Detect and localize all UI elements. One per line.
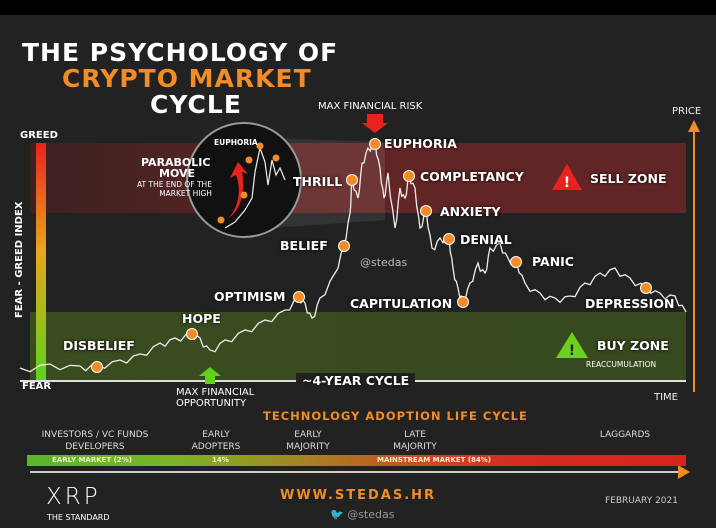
stage-label-anxiety: ANXIETY bbox=[440, 204, 501, 219]
stage-marker-thrill bbox=[346, 174, 358, 186]
adoption-arrow bbox=[678, 465, 690, 479]
mainstream-label: MAINSTREAM MARKET (84%) bbox=[377, 456, 491, 464]
stage-label-denial: DENIAL bbox=[460, 232, 512, 247]
stage-label-disbelief: DISBELIEF bbox=[63, 338, 135, 353]
stage-label-panic: PANIC bbox=[532, 254, 574, 269]
stage-label-euphoria: EUPHORIA bbox=[384, 136, 457, 151]
fear-greed-bar bbox=[36, 143, 46, 380]
stage-label-completancy: COMPLETANCY bbox=[420, 169, 524, 184]
stage-marker-capitulation bbox=[457, 296, 469, 308]
inset-circle bbox=[186, 122, 302, 238]
title-line-3: CYCLE bbox=[150, 90, 242, 119]
max-risk-arrow bbox=[362, 114, 388, 133]
buy-zone-label: BUY ZONE bbox=[597, 338, 669, 353]
buy-zone-sub: REACCUMULATION bbox=[586, 360, 657, 369]
stage-marker-disbelief bbox=[91, 361, 103, 373]
inset-euphoria-label: EUPHORIA bbox=[214, 138, 258, 147]
price-axis-label: PRICE bbox=[672, 106, 702, 117]
inset-marker bbox=[272, 154, 280, 162]
stage-marker-euphoria bbox=[369, 138, 381, 150]
stage-label-optimism: OPTIMISM bbox=[214, 289, 286, 304]
date-label: FEBRUARY 2021 bbox=[605, 496, 678, 506]
parabolic-label: PARABOLIC MOVE bbox=[141, 157, 210, 179]
inset-marker bbox=[245, 156, 253, 164]
stage-label-hope: HOPE bbox=[182, 311, 221, 326]
stage-label-thrill: THRILL bbox=[293, 174, 343, 189]
parabolic-line-2: MOVE bbox=[159, 167, 196, 180]
twitter-handle[interactable]: 🐦 @stedas bbox=[330, 508, 394, 521]
parabolic-line-4: MARKET HIGH bbox=[159, 189, 212, 198]
stage-marker-panic bbox=[510, 256, 522, 268]
website-link[interactable]: WWW.STEDAS.HR bbox=[280, 488, 437, 503]
max-opp-line-1: MAX FINANCIAL bbox=[176, 387, 255, 398]
stage-label-belief: BELIEF bbox=[280, 238, 328, 253]
adoption-group: LATE MAJORITY bbox=[393, 430, 437, 452]
early-market-label: EARLY MARKET (2%) bbox=[52, 456, 132, 464]
stage-label-depression: DEPRESSION bbox=[585, 296, 675, 311]
stage-marker-anxiety bbox=[420, 205, 432, 217]
watermark: @stedas bbox=[360, 256, 408, 269]
xrp-logo: XRP bbox=[46, 484, 101, 510]
greed-label: GREED bbox=[20, 130, 58, 141]
adoption-bar: EARLY MARKET (2%) 14% MAINSTREAM MARKET … bbox=[27, 455, 686, 466]
title-line-2: CRYPTO MARKET bbox=[62, 64, 312, 93]
buy-warning-icon bbox=[556, 332, 588, 358]
adoption-group: INVESTORS / VC FUNDS DEVELOPERS bbox=[41, 430, 149, 452]
stage-marker-hope bbox=[186, 328, 198, 340]
cycle-label: ~4-YEAR CYCLE bbox=[296, 373, 416, 388]
parabolic-line-1: PARABOLIC bbox=[141, 156, 211, 169]
max-opportunity-label: MAX FINANCIAL OPPORTUNITY bbox=[176, 387, 255, 409]
sell-warning-icon bbox=[552, 164, 582, 190]
twitter-text: @stedas bbox=[347, 508, 395, 521]
sell-zone-band bbox=[30, 143, 686, 213]
stage-marker-denial bbox=[443, 233, 455, 245]
svg-text:!: ! bbox=[564, 175, 570, 191]
parabolic-arrow-icon bbox=[228, 162, 248, 218]
stage-marker-optimism bbox=[293, 291, 305, 303]
top-bar bbox=[0, 0, 716, 15]
inset-marker bbox=[256, 142, 264, 150]
inset-marker bbox=[217, 216, 225, 224]
adoption-group: EARLY ADOPTERS bbox=[191, 430, 241, 452]
parabolic-sub: AT THE END OF THE MARKET HIGH bbox=[137, 180, 212, 198]
twitter-icon: 🐦 bbox=[330, 508, 348, 521]
time-axis-label: TIME bbox=[654, 392, 679, 403]
max-risk-label: MAX FINANCIAL RISK bbox=[318, 101, 423, 112]
svg-text:!: ! bbox=[569, 343, 575, 359]
stage-marker-depression bbox=[640, 282, 652, 294]
adoption-group: LAGGARDS bbox=[599, 430, 651, 440]
sell-zone-label: SELL ZONE bbox=[590, 171, 667, 186]
max-opp-line-2: OPPORTUNITY bbox=[176, 398, 247, 409]
title-line-1: THE PSYCHOLOGY OF bbox=[22, 38, 339, 67]
adopters-pct-label: 14% bbox=[212, 456, 229, 464]
stage-marker-belief bbox=[338, 240, 350, 252]
inset-projection bbox=[270, 138, 385, 228]
price-line bbox=[19, 140, 687, 373]
inset-price-line bbox=[224, 145, 286, 229]
xrp-logo-sub: THE STANDARD bbox=[47, 513, 110, 522]
stage-marker-completancy bbox=[403, 170, 415, 182]
adoption-group: EARLY MAJORITY bbox=[286, 430, 330, 452]
stage-label-capitulation: CAPITULATION bbox=[350, 296, 453, 311]
max-opportunity-arrow bbox=[199, 367, 221, 384]
adoption-title: TECHNOLOGY ADOPTION LIFE CYCLE bbox=[263, 409, 528, 423]
fear-label: FEAR bbox=[22, 381, 52, 392]
price-axis-arrow bbox=[688, 120, 700, 132]
inset-marker bbox=[240, 191, 248, 199]
parabolic-line-3: AT THE END OF THE bbox=[137, 180, 212, 189]
